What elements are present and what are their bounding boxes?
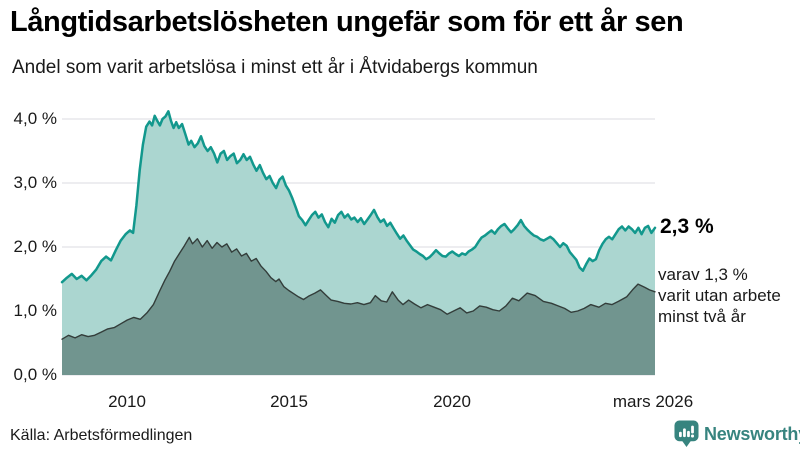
y-axis-tick-label: 4,0 % (13, 109, 57, 128)
chart-subtitle: Andel som varit arbetslösa i minst ett å… (12, 57, 538, 78)
x-axis-tick-label: 2010 (108, 392, 146, 411)
secondary-series-annotation: varav 1,3 % varit utan arbete minst två … (658, 264, 781, 327)
annotation-line: varav 1,3 % (658, 265, 748, 284)
page-title: Långtidsarbetslösheten ungefär som för e… (10, 6, 684, 38)
newsworthy-wordmark: Newsworthy (704, 423, 800, 444)
series-line (60, 110, 657, 284)
annotation-line: minst två år (658, 307, 746, 326)
x-axis-tick-label: 2015 (270, 392, 308, 411)
newsworthy-logo[interactable]: Newsworthy (674, 420, 800, 448)
newsworthy-chart-bubble-icon (674, 420, 699, 447)
x-axis-tick-label: mars 2026 (612, 392, 694, 411)
y-axis-tick-label: 1,0 % (13, 301, 57, 320)
y-axis-tick-label: 3,0 % (13, 173, 57, 192)
area-chart-canvas (60, 110, 657, 376)
source-attribution: Källa: Arbetsförmedlingen (10, 427, 193, 444)
series-line (61, 236, 656, 340)
y-axis-tick-label: 2,0 % (13, 237, 57, 256)
y-axis-tick-label: 0,0 % (13, 365, 57, 384)
annotation-line: varit utan arbete (658, 286, 781, 305)
series-area (62, 237, 655, 375)
x-axis-tick-label: 2020 (433, 392, 471, 411)
series-end-value-label: 2,3 % (660, 215, 714, 238)
